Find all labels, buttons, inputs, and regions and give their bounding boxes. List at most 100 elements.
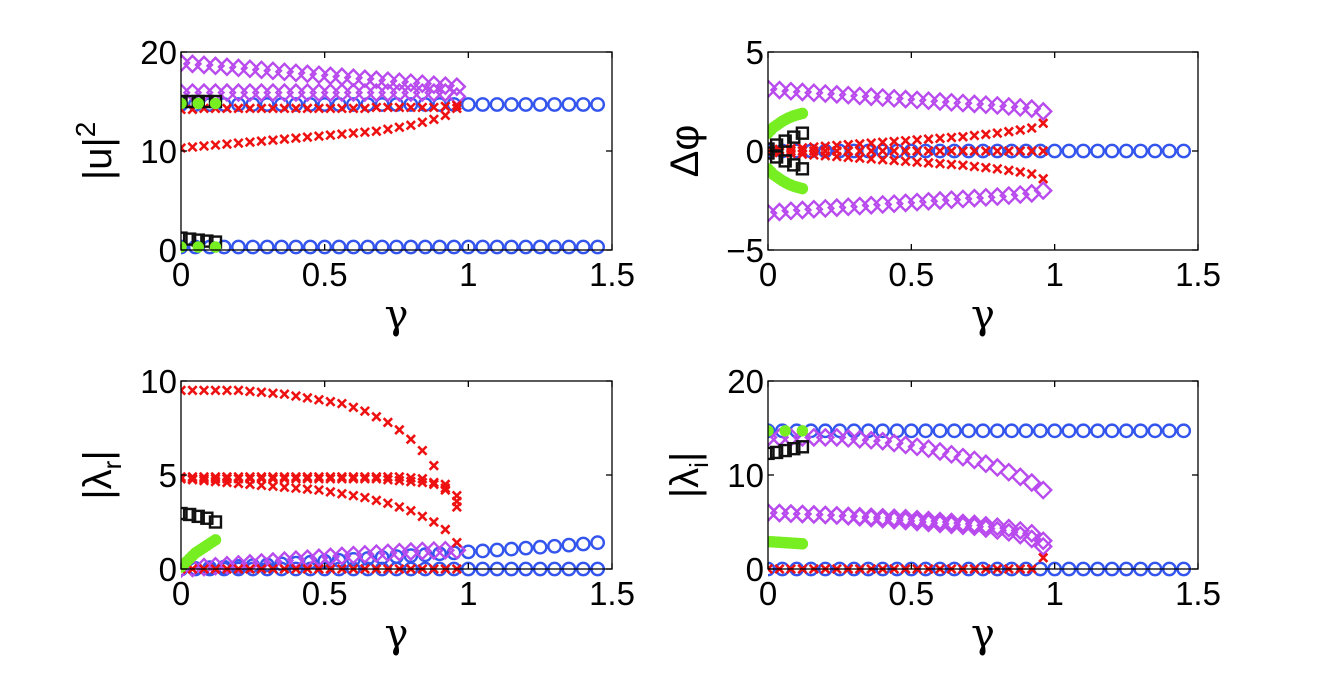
point-star-upper [209, 97, 222, 110]
point-square-lower [787, 158, 801, 172]
point-cross-zero [911, 145, 923, 157]
x-axis-label: γ [971, 292, 995, 338]
point-diamond-mid [1022, 523, 1042, 543]
point-circle-upper [817, 423, 833, 439]
point-diamond-low [987, 520, 1008, 541]
point-cross-mid [181, 471, 187, 482]
point-diamond-mid [907, 509, 927, 529]
x-tick-label: 0 [172, 256, 190, 293]
point-cross-top [359, 405, 371, 417]
point-cross-rising [233, 137, 244, 149]
point-cross-upper [290, 103, 302, 114]
point-cross-top [302, 392, 313, 404]
point-cross-lower [992, 163, 1003, 174]
point-circle-upper [590, 97, 606, 112]
point-circle-zero [1090, 143, 1106, 159]
point-cross-top [348, 402, 359, 413]
point-cross-upper [336, 103, 348, 114]
point-circle-upper [918, 423, 934, 439]
point-diamond-mid [895, 508, 916, 528]
point-circle-zero [989, 143, 1005, 159]
point-cross-zero [980, 145, 991, 157]
point-cross-upper [900, 135, 911, 146]
point-cross-upper [382, 102, 393, 113]
point-cross-mid [302, 471, 313, 482]
point-diamond-low [872, 509, 893, 529]
point-star-upper [181, 97, 187, 110]
point-diamond-upper [769, 80, 790, 100]
point-diamond-mid [999, 518, 1019, 538]
y-axis-label-sup: 2 [70, 122, 101, 138]
point-cross-rising [417, 117, 428, 128]
point-circle-upper [475, 97, 491, 112]
point-cross-top [394, 424, 405, 435]
point-diamond-upper [964, 450, 985, 470]
point-diamond-upper [872, 431, 893, 451]
point-cross-top [256, 387, 267, 398]
point-diamond-mid [987, 517, 1008, 537]
point-circle-upper [1032, 423, 1048, 439]
point-circle-rising [532, 539, 548, 555]
point-cross-zero [946, 145, 957, 157]
point-cross-mid2 [440, 484, 451, 496]
point-diamond-low [964, 517, 985, 537]
y-tick-label: 5 [159, 457, 177, 494]
point-cross-mid2 [382, 474, 393, 485]
point-cross-lower [267, 481, 279, 492]
point-diamond-upper [286, 63, 306, 83]
point-cross-top [405, 434, 416, 445]
point-cross-upper [405, 102, 416, 113]
point-cross-zero [843, 145, 854, 157]
point-square-lower [769, 150, 784, 164]
panel-bottom-left: 0 0.5 1 1.5 0 5 10 γ |λr| [76, 363, 635, 657]
point-diamond-mid [930, 511, 950, 531]
point-cross-lower [877, 154, 888, 165]
point-cross-upper [923, 134, 934, 145]
point-circle-upper [1004, 423, 1020, 439]
point-cross-rising [244, 136, 256, 148]
point-cross-upper [302, 103, 313, 114]
point-cross-top [233, 385, 244, 396]
x-tick-label: 1 [459, 256, 477, 293]
point-circle-zero [1104, 143, 1120, 159]
point-cross-top [210, 385, 221, 396]
point-diamond-upper [895, 435, 916, 455]
point-diamond-low [941, 515, 962, 535]
y-axis-label: |λi| [663, 452, 714, 499]
point-cross-mid [440, 483, 451, 494]
point-circle-rising [547, 538, 562, 554]
point-diamond-low [850, 507, 870, 527]
y-axis-label-end: | [76, 450, 120, 460]
point-cross-lower [969, 161, 980, 172]
point-cross-mid [244, 471, 256, 482]
point-diamond-low [918, 513, 939, 533]
point-diamond-upper [976, 454, 996, 474]
point-diamond-upper [838, 428, 858, 449]
point-circle-upper [403, 97, 419, 112]
point-cross-lower [313, 484, 325, 496]
point-diamond-upper [1022, 98, 1042, 119]
point-cross-top [267, 388, 279, 399]
point-circle-rising [475, 543, 491, 559]
point-diamond-upper [194, 55, 214, 75]
point-cross-lower [980, 162, 991, 173]
point-cross-top [198, 385, 210, 396]
point-circle-zero [932, 143, 948, 159]
point-square-top [182, 507, 197, 522]
point-square-top [191, 509, 205, 524]
point-cross-mid [371, 471, 382, 482]
point-circle-upper [875, 423, 891, 439]
point-diamond-upper [907, 437, 927, 457]
point-circle-zero [946, 143, 962, 159]
point-cross-lower [336, 488, 348, 499]
point-cross-mid2 [359, 473, 371, 484]
point-circle-upper [317, 97, 333, 112]
point-diamond-upper [1033, 101, 1053, 122]
point-diamond-upper [389, 72, 410, 92]
point-circle-upper [1118, 423, 1134, 439]
point-cross-mid [325, 471, 336, 482]
point-circle-lower [302, 239, 318, 255]
x-tick-label: 0 [759, 575, 777, 612]
point-cross-rising [302, 132, 313, 143]
point-cross-upper [957, 131, 969, 142]
